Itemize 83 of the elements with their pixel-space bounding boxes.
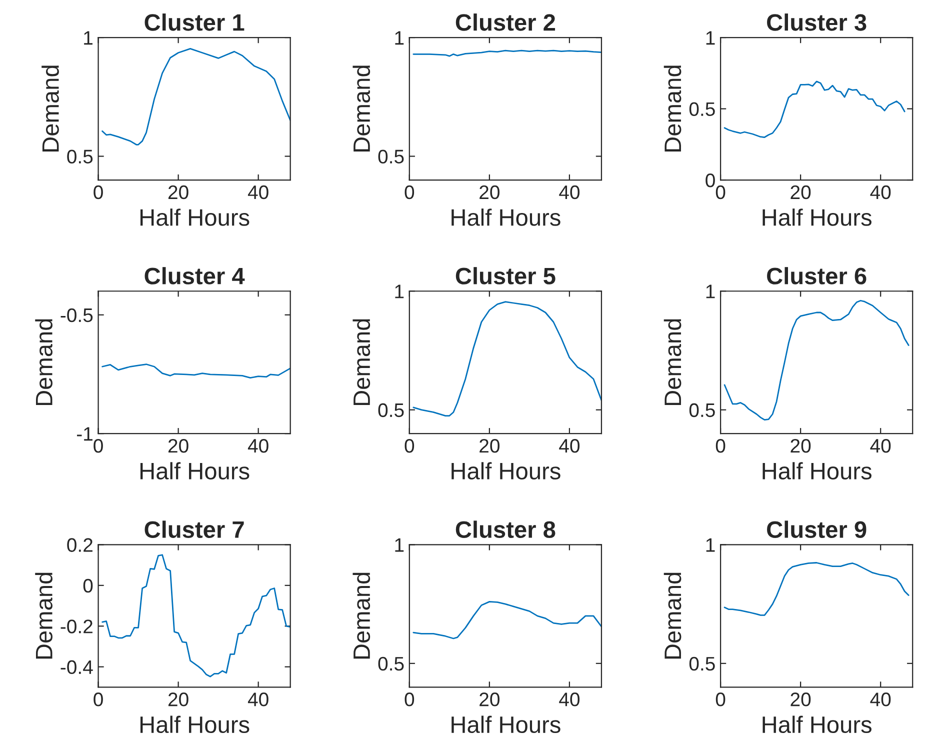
y-tick-label: 1 (84, 31, 92, 45)
chart-title: Cluster 2 (456, 13, 556, 31)
y-tick-label: 0.5 (67, 150, 93, 164)
x-axis-title: Half Hours (452, 208, 560, 226)
x-tick-label: 40 (870, 438, 891, 453)
line-series (102, 554, 290, 678)
y-tick-label: 0.5 (689, 102, 715, 116)
x-tick-label: 0 (94, 438, 103, 453)
x-tick-label: 0 (716, 185, 726, 200)
y-tick-label: 0 (83, 578, 93, 593)
y-tick-label: 1 (395, 31, 404, 45)
y-tick-label: 0.5 (378, 403, 404, 418)
x-axis-title: Half Hours (452, 462, 560, 480)
line-series (412, 600, 602, 640)
y-tick-label: 0.2 (67, 538, 92, 552)
x-tick-label: 20 (480, 692, 500, 706)
x-tick-label: 20 (790, 692, 811, 706)
y-tick-label: 1 (395, 538, 404, 552)
line-series (724, 300, 910, 421)
x-axis-title: Half Hours (762, 208, 872, 226)
y-tick-label: -1 (76, 427, 92, 441)
x-tick-label: 40 (248, 185, 268, 200)
y-axis-title: Demand (664, 572, 682, 659)
chart-title: Cluster 3 (767, 13, 866, 31)
y-tick-label: 1 (706, 31, 715, 45)
x-tick-label: 0 (94, 185, 103, 200)
line-series (412, 301, 602, 416)
line-series (102, 48, 290, 146)
x-tick-label: 0 (404, 692, 414, 706)
x-tick-label: 20 (168, 438, 188, 453)
x-tick-label: 40 (559, 185, 580, 200)
x-tick-label: 20 (480, 438, 500, 453)
y-tick-label: 1 (706, 284, 715, 298)
line-series (724, 80, 906, 138)
y-tick-label: -0.5 (60, 308, 93, 322)
y-tick-label: 0.5 (378, 150, 404, 164)
y-tick-label: 0 (706, 173, 715, 188)
chart-title: Cluster 1 (144, 13, 244, 31)
line-series (102, 364, 290, 378)
chart-title: Cluster 4 (144, 267, 245, 284)
y-axis-title: Demand (352, 66, 370, 152)
x-tick-label: 0 (716, 692, 726, 706)
y-axis-title: Demand (35, 572, 52, 659)
x-tick-label: 20 (480, 185, 500, 200)
y-axis-title: Demand (664, 319, 682, 406)
y-tick-label: -0.2 (60, 620, 92, 634)
line-series (724, 562, 910, 616)
x-tick-label: 20 (790, 185, 811, 200)
x-tick-label: 0 (716, 438, 726, 453)
x-tick-label: 40 (248, 692, 268, 706)
y-tick-label: 1 (706, 538, 715, 552)
x-axis-title: Half Hours (140, 716, 250, 734)
x-tick-label: 20 (790, 438, 811, 453)
y-tick-label: 0.5 (689, 403, 715, 418)
y-tick-label: 0.5 (689, 656, 715, 671)
y-axis-title: Demand (352, 572, 370, 659)
chart-title: Cluster 5 (456, 267, 556, 284)
y-tick-label: 0.5 (378, 656, 404, 671)
x-axis-title: Half Hours (452, 716, 560, 734)
x-axis-title: Half Hours (762, 462, 872, 480)
y-axis-title: Demand (664, 66, 682, 152)
x-tick-label: 0 (404, 438, 414, 453)
y-axis-title: Demand (352, 319, 370, 406)
x-tick-label: 40 (870, 692, 891, 706)
chart-title: Cluster 7 (144, 520, 244, 538)
x-tick-label: 20 (168, 185, 188, 200)
x-axis-title: Half Hours (762, 716, 872, 734)
x-tick-label: 40 (870, 185, 891, 200)
y-axis-title: Demand (42, 66, 59, 152)
x-tick-label: 40 (248, 438, 268, 453)
x-tick-label: 0 (404, 185, 414, 200)
x-tick-label: 20 (168, 692, 188, 706)
x-axis-title: Half Hours (140, 462, 250, 480)
x-tick-label: 40 (559, 692, 580, 706)
x-tick-label: 0 (94, 692, 103, 706)
y-tick-label: 1 (395, 284, 404, 298)
x-tick-label: 40 (559, 438, 580, 453)
x-axis-title: Half Hours (140, 208, 250, 226)
chart-title: Cluster 6 (767, 267, 866, 284)
y-tick-label: -0.4 (60, 660, 93, 674)
chart-title: Cluster 9 (767, 520, 866, 538)
y-axis-title: Demand (35, 319, 52, 406)
chart-title: Cluster 8 (456, 520, 556, 538)
